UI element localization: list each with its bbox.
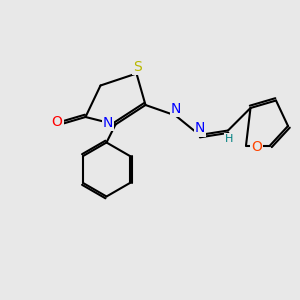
Text: H: H — [225, 134, 234, 144]
Text: O: O — [52, 115, 62, 128]
Text: O: O — [251, 140, 262, 154]
Text: N: N — [171, 102, 181, 116]
Text: N: N — [103, 116, 113, 130]
Text: S: S — [133, 60, 142, 74]
Text: N: N — [195, 122, 205, 135]
